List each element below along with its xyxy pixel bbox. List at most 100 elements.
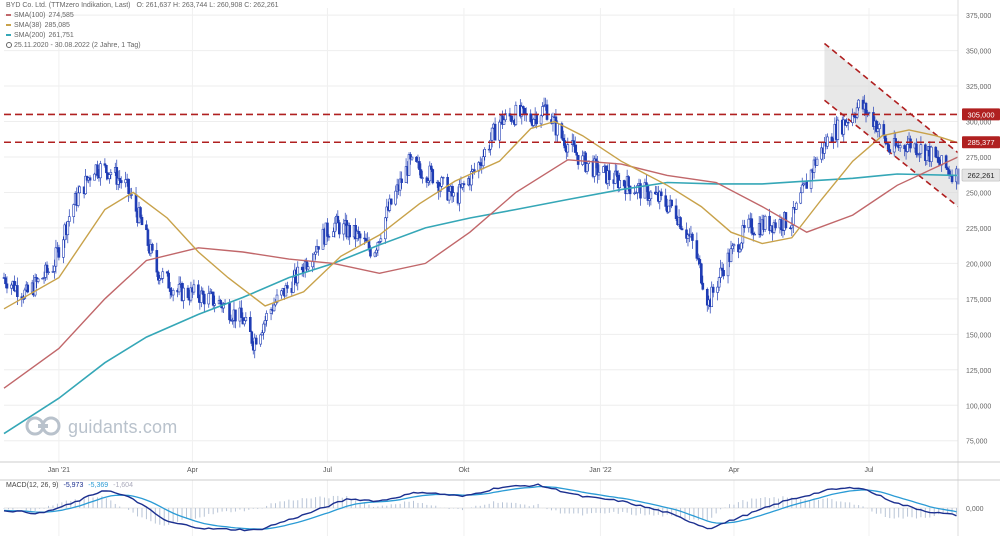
macd-legend: MACD(12, 26, 9) -5,973 -5,369 -1,604 — [6, 482, 133, 489]
candle-body — [47, 271, 50, 274]
candle-body — [357, 230, 360, 235]
candle-body — [305, 261, 308, 270]
grid — [4, 8, 958, 536]
candle-body — [539, 115, 543, 125]
candle-body — [639, 183, 642, 199]
candle-body — [649, 191, 653, 200]
candle-body — [379, 238, 383, 242]
candle-body — [327, 236, 331, 238]
candle-body — [326, 222, 329, 237]
candle-body — [394, 190, 397, 205]
candle-body — [240, 307, 243, 318]
candle-body — [231, 320, 234, 322]
candle-body — [566, 144, 570, 153]
candle-body — [333, 222, 337, 233]
candle-body — [498, 121, 501, 141]
x-tick-label: Jul — [865, 467, 874, 474]
candle-body — [628, 185, 632, 195]
candle-body — [768, 215, 771, 231]
candle-body — [774, 222, 777, 229]
candle-body — [409, 154, 412, 160]
candle-body — [597, 172, 601, 176]
candle-body — [84, 175, 87, 195]
candle-body — [384, 217, 387, 240]
sma100-swatch — [6, 14, 11, 17]
candle-body — [441, 176, 445, 179]
candle-body — [54, 247, 58, 267]
sma-lines — [3, 120, 959, 435]
candle-body — [812, 159, 816, 173]
candle-body — [572, 140, 576, 146]
candle-body — [41, 277, 44, 280]
candle-body — [737, 244, 740, 253]
candle-body — [700, 263, 703, 284]
candle-body — [119, 180, 123, 184]
candle-body — [826, 136, 829, 147]
candle-body — [33, 277, 37, 296]
candle-body — [4, 277, 7, 285]
candle-body — [541, 106, 544, 116]
candle-body — [234, 309, 237, 322]
candle-body — [338, 222, 341, 235]
candle-body — [312, 253, 316, 262]
clock-icon — [6, 42, 12, 48]
candle-body — [729, 248, 733, 262]
x-tick-label: Jan '22 — [589, 467, 611, 474]
candle-body — [157, 271, 160, 281]
candle-body — [300, 266, 304, 271]
candle-body — [197, 284, 200, 299]
candle-body — [207, 293, 211, 305]
candle-body — [750, 218, 754, 234]
macd-tick-label: 0,000 — [966, 506, 984, 513]
candle-body — [520, 106, 524, 117]
levels: 305,000 285,377 262,261 — [4, 108, 1000, 182]
candle-body — [211, 291, 215, 306]
candle-body — [794, 202, 798, 210]
candle-body — [124, 179, 127, 184]
candle-body — [716, 286, 719, 293]
guidants-logo-icon — [25, 416, 61, 436]
candle-body — [145, 224, 148, 231]
candle-body — [16, 285, 19, 298]
candle-body — [284, 285, 288, 297]
candle-body — [118, 177, 122, 181]
candle-body — [720, 267, 724, 271]
candle-body — [573, 144, 577, 153]
candle-body — [551, 116, 555, 124]
candle-body — [452, 192, 455, 197]
candle-body — [99, 163, 102, 179]
candle-body — [864, 102, 868, 115]
candle-body — [200, 290, 203, 303]
legend-sma200: SMA(200) 261,751 — [6, 31, 279, 41]
candle-body — [581, 155, 584, 165]
candle-body — [615, 170, 619, 176]
candle-body — [168, 287, 172, 292]
candle-body — [72, 204, 76, 217]
candle-body — [201, 290, 205, 295]
candle-body — [751, 232, 755, 235]
sma200-line — [3, 173, 959, 435]
candle-body — [165, 271, 169, 274]
candle-body — [418, 161, 421, 170]
candle-body — [545, 104, 549, 120]
level-label: 285,377 — [967, 138, 994, 147]
candle-body — [646, 185, 650, 201]
y-tick-label: 375,000 — [966, 13, 991, 20]
x-tick-label: Apr — [729, 467, 741, 474]
candle-body — [161, 271, 165, 279]
candle-body — [385, 206, 389, 219]
candle-body — [872, 112, 875, 127]
candle-body — [228, 303, 231, 321]
candle-body — [378, 241, 381, 243]
candle-body — [888, 149, 892, 153]
candle-body — [332, 231, 335, 238]
candle-body — [929, 146, 933, 163]
candle-body — [306, 266, 310, 270]
candle-body — [493, 123, 497, 141]
x-tick-label: Apr — [187, 467, 199, 474]
candle-body — [800, 184, 804, 194]
candle-body — [510, 115, 513, 122]
instrument-row: BYD Co. Ltd. (TTMzero Indikation, Last) … — [6, 1, 279, 11]
y-tick-label: 175,000 — [966, 297, 991, 304]
